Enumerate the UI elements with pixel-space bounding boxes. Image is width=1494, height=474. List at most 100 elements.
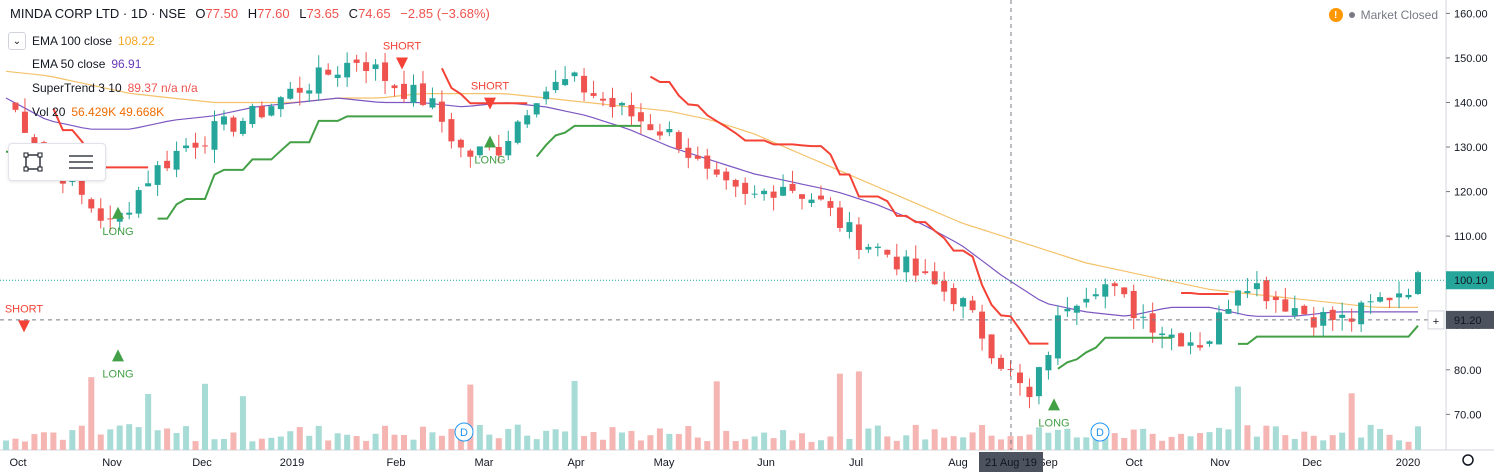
- candle-body: [685, 147, 692, 158]
- candle-body: [12, 102, 19, 110]
- candle-body: [1282, 299, 1289, 312]
- market-status[interactable]: ! Market Closed: [1328, 8, 1438, 22]
- volume-bar: [50, 432, 57, 450]
- volume-bar: [1301, 431, 1308, 450]
- candle-body: [476, 146, 483, 156]
- volume-bar: [88, 377, 95, 450]
- lines-menu-icon[interactable]: [67, 148, 95, 176]
- candle-body: [220, 116, 227, 125]
- candle-body: [1178, 333, 1185, 347]
- legend-volume[interactable]: Vol 20 56.429K 49.668K: [32, 103, 164, 121]
- candle-body: [609, 97, 616, 108]
- open-value: 77.50: [205, 6, 239, 21]
- volume-bar: [950, 436, 957, 450]
- y-axis-panel[interactable]: [1446, 0, 1494, 474]
- candle-body: [88, 199, 95, 209]
- volume-bar: [751, 436, 758, 450]
- symbol-title[interactable]: MINDA CORP LTD · 1D · NSE: [10, 6, 186, 21]
- volume-bar: [296, 427, 303, 450]
- candle-body: [960, 298, 967, 307]
- volume-bar: [467, 384, 474, 450]
- candle-body: [1339, 314, 1346, 318]
- x-tick-label: Feb: [387, 457, 406, 469]
- legend-supertrend[interactable]: SuperTrend 3 10 89.37 n/a n/a: [32, 79, 198, 97]
- candle-body: [1377, 297, 1384, 302]
- dividend-marker: [454, 422, 474, 442]
- legend-ema100[interactable]: ⌄ EMA 100 close 108.22: [8, 32, 155, 50]
- plus-icon: +: [1433, 316, 1439, 328]
- volume-bar: [211, 439, 218, 450]
- volume-bar: [656, 428, 663, 450]
- last-price-text: 100.10: [1454, 275, 1488, 287]
- candle-body: [296, 87, 303, 93]
- volume-bar: [1073, 437, 1080, 450]
- candle-body: [789, 183, 796, 191]
- volume-bar: [1396, 440, 1403, 450]
- candle-body: [656, 131, 663, 136]
- volume-bar: [799, 433, 806, 450]
- volume-bar: [372, 433, 379, 450]
- candle-body: [1111, 283, 1118, 287]
- long-label: LONG: [474, 154, 505, 166]
- volume-bar: [609, 427, 616, 450]
- candle-body: [457, 139, 464, 148]
- candle-body: [249, 105, 256, 125]
- candle-body: [505, 140, 512, 156]
- candle-body: [315, 67, 322, 94]
- last-price-tag: [1446, 271, 1494, 290]
- volume-bar: [836, 373, 843, 450]
- candle-body: [410, 84, 417, 103]
- long-arrow: [1048, 398, 1060, 411]
- long-arrow: [112, 206, 124, 219]
- candle-body: [1016, 372, 1023, 384]
- volume-bar: [874, 425, 881, 450]
- open-label: O: [195, 6, 206, 21]
- candle-body: [723, 171, 730, 181]
- candle-body: [1367, 301, 1374, 303]
- candle-body: [97, 208, 104, 221]
- legend-ema50[interactable]: EMA 50 close 96.91: [32, 55, 141, 73]
- candle-body: [192, 142, 199, 148]
- long-arrow: [112, 349, 124, 362]
- candle-body: [183, 145, 190, 149]
- volume-bar: [789, 440, 796, 450]
- volume-bar: [903, 435, 910, 450]
- warning-icon[interactable]: !: [1328, 8, 1343, 22]
- close-label: C: [348, 6, 359, 21]
- candle-body: [353, 59, 360, 63]
- candle-body: [1064, 308, 1071, 312]
- x-tick-label: Dec: [192, 457, 212, 469]
- volume-bar: [1358, 437, 1365, 450]
- candle-body: [429, 98, 436, 108]
- candle-body: [467, 150, 474, 157]
- volume-bar: [31, 434, 38, 450]
- volume-bar: [382, 425, 389, 450]
- candle-body: [419, 83, 426, 105]
- short-arrow: [484, 97, 496, 110]
- volume-bar: [998, 439, 1005, 450]
- candle-body: [239, 120, 246, 134]
- volume-bar: [666, 433, 673, 450]
- candle-body: [751, 193, 758, 195]
- volume-bar: [723, 430, 730, 450]
- volume-bar: [1159, 440, 1166, 450]
- candle-body: [173, 150, 180, 170]
- candle-body: [230, 117, 237, 132]
- volume-bar: [1234, 386, 1241, 450]
- volume-bar: [353, 436, 360, 450]
- volume-bar: [1206, 432, 1213, 450]
- volume-bar: [107, 429, 114, 450]
- volume-bar: [220, 438, 227, 450]
- volume-bar: [979, 425, 986, 450]
- candle-body: [1253, 283, 1260, 290]
- short-label: SHORT: [383, 40, 422, 52]
- volume-bar: [1377, 428, 1384, 450]
- volume-bar: [3, 440, 9, 450]
- volume-bar: [410, 439, 417, 450]
- chevron-down-icon[interactable]: ⌄: [8, 32, 26, 50]
- candle-body: [1073, 305, 1080, 313]
- candle-body: [628, 104, 635, 117]
- square-select-icon[interactable]: [19, 148, 47, 176]
